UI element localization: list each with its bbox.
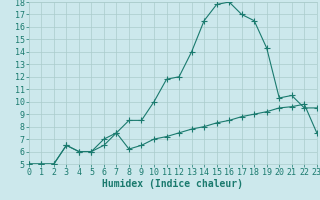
X-axis label: Humidex (Indice chaleur): Humidex (Indice chaleur) (102, 179, 243, 189)
